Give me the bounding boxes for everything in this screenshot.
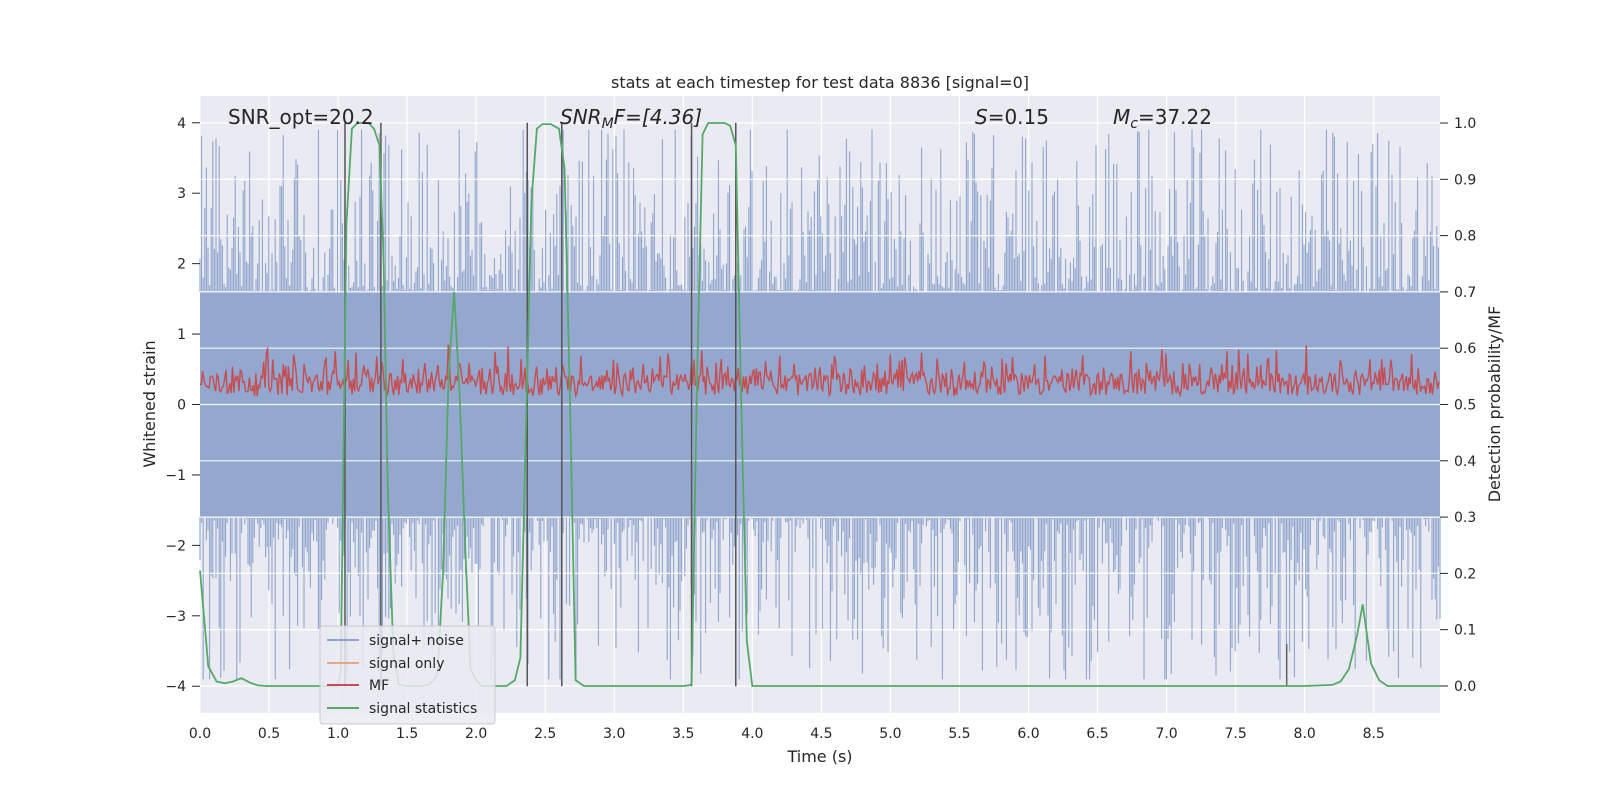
y2-tick-labels: 1.0 0.9 0.8 0.7 0.6 0.5 0.4 0.3 0.2 0.1 0.0 [1440,116,1476,695]
legend-label-mf: MF [369,678,389,694]
y-tick-label: 2 [177,257,186,273]
x-tick-label: 2.5 [534,726,556,742]
x-tick-labels: 0.0 0.5 1.0 1.5 2.0 2.5 3.0 3.5 4.0 4.5 5.0 5.5 6.0 6… [189,726,1385,742]
x-tick-label: 8.5 [1363,726,1385,742]
legend: signal+ noise signal only MF signal stat… [319,625,496,725]
y2-tick-label: 0.2 [1454,566,1476,582]
x-tick-label: 4.5 [810,726,832,742]
x-tick-label: 1.5 [396,726,418,742]
y-tick-labels: 4 3 2 1 0 −1 −2 −3 −4 [165,116,200,695]
x-tick-label: 7.0 [1155,726,1177,742]
annotation-snr-mf: SNRMF=[4.36] [560,105,702,132]
x-tick-label: 8.0 [1294,726,1316,742]
y-tick-label: −3 [165,609,186,625]
annotation-s: S=0.15 [975,105,1049,129]
y2-tick-label: 0.9 [1454,172,1476,188]
y-tick-label: −1 [165,468,186,484]
annotation-mc: Mc=37.22 [1113,105,1212,132]
y-tick-label: 1 [177,327,186,343]
y-tick-label: 0 [177,398,186,414]
y2-tick-label: 0.5 [1454,398,1476,414]
y-tick-label: 3 [177,186,186,202]
y-axis-label: Whitened strain [140,340,159,467]
chart-title: stats at each timestep for test data 883… [611,73,1029,92]
x-tick-label: 6.0 [1017,726,1039,742]
legend-label-signal-only: signal only [369,656,444,672]
y2-tick-label: 0.4 [1454,454,1476,470]
x-tick-label: 7.5 [1225,726,1247,742]
y2-tick-label: 0.8 [1454,229,1476,245]
y2-tick-label: 0.6 [1454,341,1476,357]
x-tick-label: 2.0 [465,726,487,742]
x-tick-label: 0.5 [258,726,280,742]
x-tick-label: 6.5 [1086,726,1108,742]
annotation-snr-opt: SNR_opt=20.2 [228,105,374,129]
y2-tick-label: 0.0 [1454,679,1476,695]
legend-label-signal-statistics: signal statistics [369,701,477,717]
x-tick-label: 3.0 [603,726,625,742]
y-tick-label: 4 [177,116,186,132]
x-tick-label: 1.0 [327,726,349,742]
x-tick-label: 5.0 [879,726,901,742]
x-tick-label: 3.5 [672,726,694,742]
x-tick-label: 5.5 [948,726,970,742]
y2-tick-label: 0.1 [1454,623,1476,639]
signal-noise-series [199,122,1441,687]
mf-line [199,344,1440,399]
y-tick-label: −2 [165,538,186,554]
y-tick-label: −4 [165,679,186,695]
x-tick-label: 4.0 [741,726,763,742]
y2-tick-label: 0.7 [1454,285,1476,301]
x-tick-label: 0.0 [189,726,211,742]
y2-axis-label: Detection probability/MF [1485,306,1504,503]
legend-label-signal-noise: signal+ noise [369,633,464,649]
legend-box [319,625,496,725]
mf-series [199,344,1440,399]
y2-tick-label: 1.0 [1454,116,1476,132]
x-axis-label: Time (s) [786,747,852,766]
y2-tick-label: 0.3 [1454,510,1476,526]
